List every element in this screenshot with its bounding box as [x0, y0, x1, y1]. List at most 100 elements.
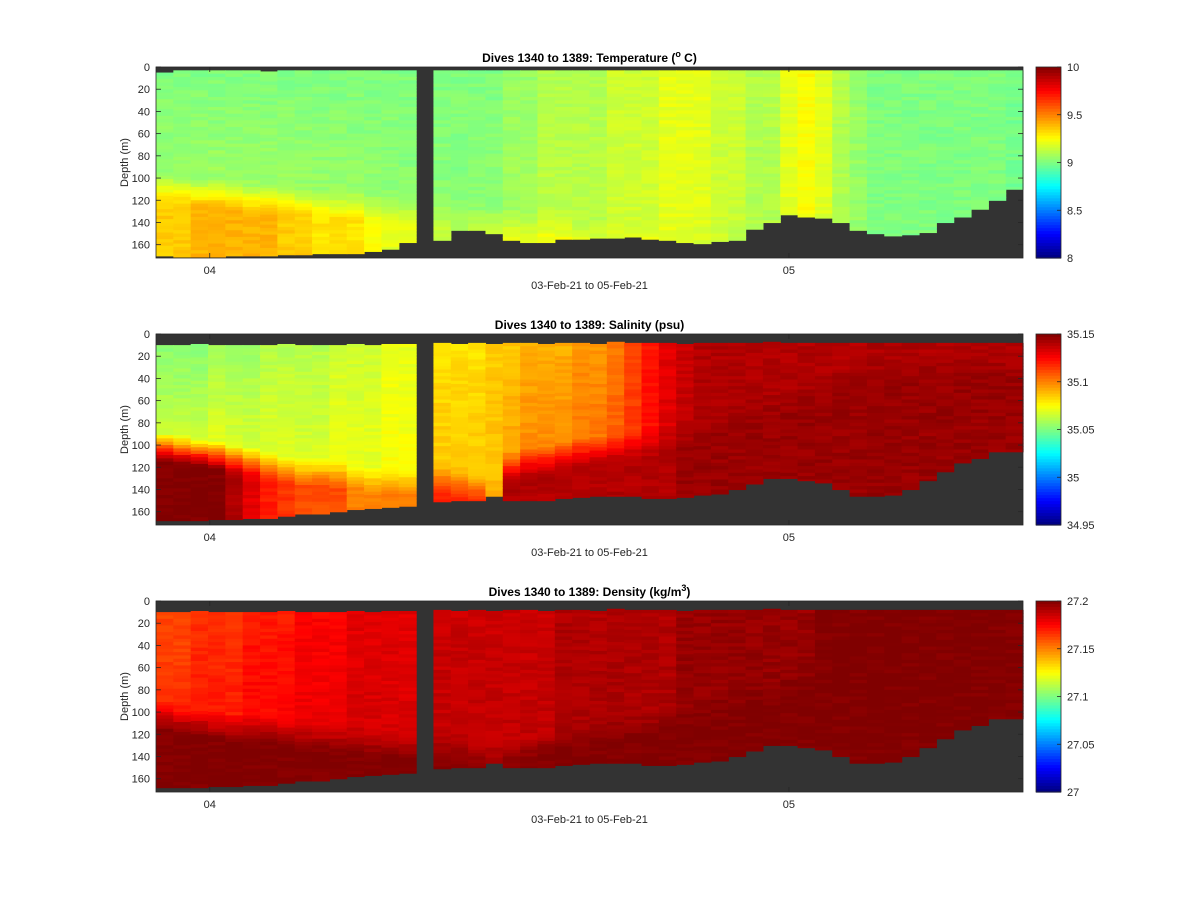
dive-column [798, 70, 816, 217]
dive-column [277, 344, 295, 517]
dive-column [156, 345, 174, 521]
dive-column [347, 70, 365, 254]
heatmap-cell [763, 475, 781, 479]
dive-column [555, 70, 573, 239]
heatmap-cell [815, 479, 833, 483]
heatmap-cell [329, 508, 347, 512]
heatmap-cell [988, 197, 1006, 201]
x-tick-label: 05 [783, 532, 795, 544]
dive-column [173, 70, 191, 257]
x-tick-label: 04 [204, 265, 216, 277]
heatmap-cell [867, 230, 885, 234]
dive-column [694, 70, 712, 244]
dive-column [364, 345, 382, 509]
heatmap-cell [364, 250, 382, 252]
heatmap-cell [433, 499, 451, 502]
heatmap-cell [399, 504, 417, 507]
heatmap-cell [555, 237, 573, 240]
heatmap-cell [607, 495, 625, 497]
y-tick-label: 0 [144, 62, 150, 74]
heatmap-cell [243, 515, 261, 519]
dive-column [503, 70, 521, 240]
heatmap-cell [798, 479, 816, 481]
heatmap-cell [711, 240, 729, 242]
dive-column [277, 70, 295, 255]
heatmap-cell [520, 499, 538, 501]
dive-column [485, 70, 503, 234]
y-axis-label: Depth (m) [119, 138, 131, 187]
dive-column [850, 70, 868, 231]
dive-column [295, 70, 313, 255]
heatmap-cell [225, 254, 243, 257]
y-tick-label: 120 [132, 195, 150, 207]
dive-column [676, 70, 694, 243]
heatmap-cell [798, 214, 816, 218]
heatmap-cell [572, 496, 590, 498]
heatmap-cell [295, 512, 313, 515]
heatmap-cell [173, 254, 191, 258]
heatmap-cell [694, 240, 712, 244]
heatmap-cell [850, 493, 868, 497]
heatmap-cell [537, 240, 555, 243]
heatmap-cell [381, 504, 399, 508]
heatmap-cell [971, 207, 989, 210]
y-tick-label: 140 [132, 484, 150, 496]
heatmap-cell [225, 518, 243, 520]
dive-column [884, 343, 902, 496]
y-tick-label: 80 [138, 151, 150, 163]
heatmap-cell [243, 254, 261, 257]
dive-column [590, 70, 608, 238]
heatmap-cell [1006, 449, 1024, 452]
dive-column [572, 343, 590, 498]
heatmap-cell [191, 517, 209, 521]
dive-column [208, 345, 226, 520]
heatmap-cell [971, 456, 989, 459]
colorbar: 88.599.510 [1036, 62, 1082, 265]
heatmap-cell [156, 518, 174, 521]
dive-column [381, 344, 399, 508]
heatmap-cell [642, 237, 660, 240]
heatmap-cell [503, 237, 521, 241]
dive-column [1006, 343, 1024, 452]
y-axis-label: Depth (m) [119, 405, 131, 454]
y-tick-label: 40 [138, 106, 150, 118]
dive-column [711, 343, 729, 495]
heatmap-cell [277, 254, 295, 256]
heatmap-cell [1006, 187, 1024, 190]
heatmap-cell [329, 250, 347, 254]
heatmap-cell [520, 240, 538, 243]
heatmap-cell [485, 494, 503, 497]
heatmap-cell [711, 493, 729, 495]
heatmap-cell [746, 483, 764, 485]
dive-column [676, 344, 694, 498]
dive-column [815, 70, 833, 218]
heatmap-cell [624, 234, 642, 238]
heatmap-cell [399, 240, 417, 243]
heatmap-cell [312, 512, 330, 515]
x-axis-label: 03-Feb-21 to 05-Feb-21 [531, 547, 648, 559]
heatmap-cell [919, 230, 937, 233]
dive-column [988, 70, 1006, 201]
y-tick-label: 0 [144, 329, 150, 341]
dive-column [347, 344, 365, 510]
dive-column [832, 343, 850, 490]
y-tick-label: 20 [138, 84, 150, 96]
dive-column [260, 345, 278, 519]
dive-column [433, 343, 451, 502]
heatmap-cell [763, 220, 781, 223]
dive-column [763, 70, 781, 223]
dive-column [433, 70, 451, 240]
heatmap-cell [312, 250, 330, 254]
heatmap-cell [780, 214, 798, 216]
dive-column [520, 343, 538, 501]
dive-column [607, 342, 625, 497]
dive-column [659, 70, 677, 240]
dive-column [381, 70, 399, 249]
heatmap-cell [277, 514, 295, 517]
y-tick-label: 100 [132, 173, 150, 185]
heatmap-cell [590, 494, 608, 497]
dive-column [1006, 70, 1024, 189]
